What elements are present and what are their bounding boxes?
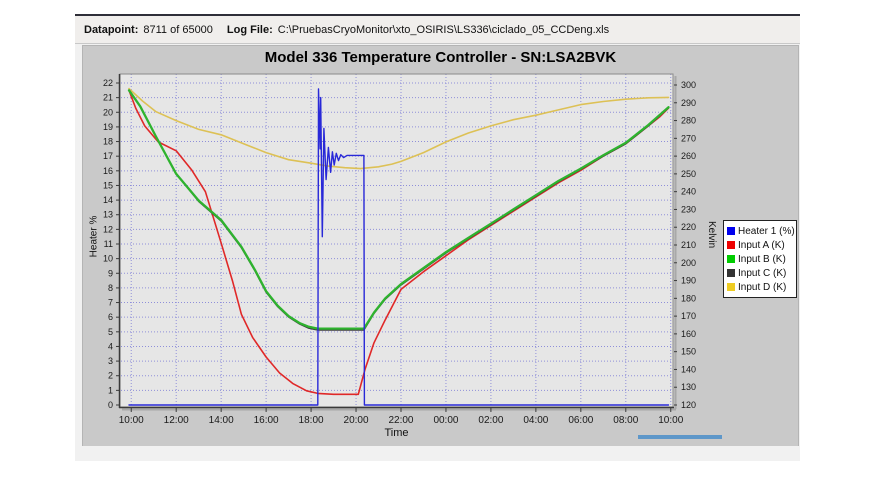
series-line-input-d-k: [128, 87, 670, 170]
x-tick-label: 10:00: [119, 415, 144, 426]
logfile-value: C:\PruebasCryoMonitor\xto_OSIRIS\LS336\c…: [277, 23, 610, 36]
legend-label: Input C (K): [738, 267, 787, 279]
y-left-tick-label: 19: [103, 122, 113, 132]
y-left-tick-label: 3: [108, 356, 113, 366]
logfile-label: Log File:: [226, 23, 273, 36]
y-right-tick-label: 250: [681, 169, 696, 179]
y-left-tick-label: 10: [103, 254, 113, 264]
window-bottom-strip: [75, 446, 800, 461]
legend-entry: Input C (K): [727, 266, 794, 280]
x-tick-label: 00:00: [433, 415, 458, 426]
legend-swatch: [727, 255, 735, 263]
series-layer: [127, 87, 670, 406]
y-left-tick-label: 1: [108, 385, 113, 395]
datapoint-label: Datapoint:: [84, 23, 139, 36]
series-line-input-a-k: [128, 89, 670, 396]
legend-entry: Input D (K): [727, 280, 794, 294]
x-tick-label: 18:00: [299, 415, 324, 426]
x-axis-title: Time: [384, 427, 409, 439]
chart-title: Model 336 Temperature Controller - SN:LS…: [264, 49, 617, 66]
app-window: Datapoint: 8711 of 65000 Log File: C:\Pr…: [75, 14, 800, 461]
y-right-tick-label: 230: [681, 204, 696, 214]
datapoint-value: 8711 of 65000: [143, 23, 213, 36]
y-left-tick-label: 6: [108, 312, 113, 322]
plot-area: [120, 74, 673, 407]
bottom-scrollbar[interactable]: [638, 435, 722, 439]
y-left-tick-label: 14: [103, 195, 113, 205]
y-left-tick-label: 13: [103, 210, 113, 220]
y-right-tick-label: 130: [681, 382, 696, 392]
grid-layer: [121, 74, 673, 407]
x-tick-label: 14:00: [209, 415, 234, 426]
series-line-heater-1: [128, 88, 670, 406]
legend-swatch: [727, 269, 735, 277]
y-left-tick-label: 7: [108, 298, 113, 308]
y-right-tick-label: 300: [681, 80, 696, 90]
status-bar: Datapoint: 8711 of 65000 Log File: C:\Pr…: [75, 16, 800, 44]
y-right-tick-label: 170: [681, 311, 696, 321]
x-tick-label: 08:00: [613, 415, 638, 426]
y-left-tick-label: 11: [104, 239, 113, 249]
legend-swatch: [727, 227, 735, 235]
y-left-tick-label: 15: [103, 180, 113, 190]
y-left-tick-label: 18: [103, 137, 113, 147]
y-left-tick-label: 12: [103, 224, 113, 234]
y-left-tick-label: 9: [108, 268, 113, 278]
y-left-tick-label: 17: [103, 151, 113, 161]
y-right-tick-label: 220: [681, 222, 696, 232]
y-right-tick-label: 120: [681, 400, 696, 410]
legend-swatch: [727, 283, 735, 291]
y-right-tick-label: 260: [681, 151, 696, 161]
y-right-tick-label: 150: [681, 347, 696, 357]
y-right-tick-label: 140: [681, 364, 696, 374]
x-tick-label: 04:00: [523, 415, 548, 426]
y-left-tick-label: 0: [108, 400, 113, 410]
x-tick-label: 06:00: [568, 415, 593, 426]
x-tick-label: 12:00: [164, 415, 189, 426]
chart-legend: Heater 1 (%) Input A (K) Input B (K) Input …: [723, 220, 797, 298]
tick-labels: 0123456789101112131415161718192021221201…: [103, 78, 696, 426]
x-tick-label: 16:00: [254, 415, 279, 426]
x-tick-label: 02:00: [478, 415, 503, 426]
y-right-tick-label: 240: [681, 187, 696, 197]
y-right-axis-title: Kelvin: [706, 221, 717, 249]
y-left-tick-label: 8: [108, 283, 113, 293]
legend-entry: Input A (K): [727, 238, 794, 252]
y-left-axis-title: Heater %: [88, 215, 100, 258]
legend-label: Input B (K): [738, 253, 786, 265]
y-right-tick-label: 210: [681, 240, 696, 250]
legend-entry: Input B (K): [727, 252, 794, 266]
y-right-tick-label: 160: [681, 329, 696, 339]
y-left-tick-label: 2: [108, 371, 113, 381]
chart-panel: Model 336 Temperature Controller - SN:LS…: [82, 45, 799, 449]
y-right-tick-label: 180: [681, 293, 696, 303]
axes-layer: [118, 73, 677, 411]
y-left-tick-label: 20: [103, 107, 113, 117]
y-left-tick-label: 21: [103, 93, 113, 103]
y-left-tick-label: 5: [108, 327, 113, 337]
y-right-tick-label: 190: [681, 276, 696, 286]
legend-label: Heater 1 (%): [738, 225, 795, 237]
y-right-tick-label: 280: [681, 116, 696, 126]
x-tick-label: 20:00: [344, 415, 369, 426]
legend-label: Input A (K): [738, 239, 785, 251]
y-right-tick-label: 270: [681, 133, 696, 143]
y-right-tick-label: 200: [681, 258, 696, 268]
x-tick-label: 10:00: [658, 415, 683, 426]
y-left-tick-label: 4: [108, 341, 113, 351]
y-left-tick-label: 16: [103, 166, 113, 176]
legend-entry: Heater 1 (%): [727, 224, 795, 238]
chart-canvas[interactable]: 0123456789101112131415161718192021221201…: [83, 46, 798, 447]
x-tick-label: 22:00: [388, 415, 413, 426]
legend-swatch: [727, 241, 735, 249]
y-left-tick-label: 22: [103, 78, 113, 88]
legend-label: Input D (K): [738, 281, 787, 293]
y-right-tick-label: 290: [681, 98, 696, 108]
